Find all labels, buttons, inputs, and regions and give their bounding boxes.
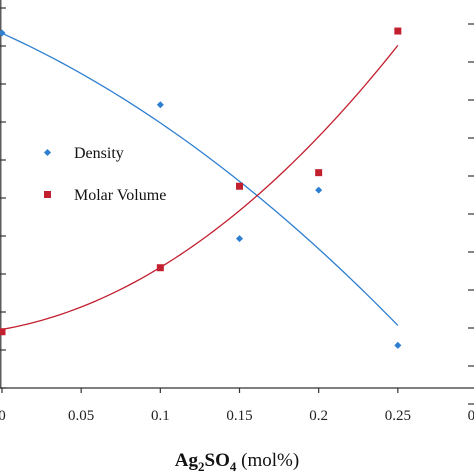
point-molar-volume	[0, 328, 6, 336]
x-tick-label: 0.25	[385, 408, 411, 424]
point-molar-volume	[156, 264, 164, 272]
legend-item-density: Density	[43, 145, 124, 162]
markers	[0, 27, 402, 349]
x-tick-label: 0.2	[309, 408, 328, 424]
x-tick-labels: 0 0.05 0.1 0.15 0.2 0.25 0.3	[0, 388, 474, 424]
point-molar-volume	[236, 182, 243, 190]
point-molar-volume	[394, 27, 402, 35]
x-tick-label: 0	[0, 408, 6, 424]
x-tick-label: 0.3	[468, 408, 474, 424]
x-tick-label: 0.15	[226, 408, 252, 424]
x-tick-label: 0.1	[151, 408, 170, 424]
point-density	[394, 341, 402, 349]
legend: Density Molar Volume	[43, 145, 166, 204]
x-axis-title-mid: SO	[205, 450, 230, 471]
right-ticks	[468, 23, 474, 405]
x-axis-title-unit: (mol%)	[236, 450, 299, 471]
point-density	[315, 186, 323, 194]
point-density	[235, 235, 244, 243]
x-axis-title-sub1: 2	[198, 459, 205, 474]
legend-label-molar-volume: Molar Volume	[74, 187, 166, 204]
x-axis-title-sub2: 4	[230, 459, 237, 474]
left-ticks	[0, 7, 6, 389]
point-molar-volume	[315, 169, 323, 177]
trend-line-density	[1, 32, 399, 326]
axes	[0, 0, 474, 405]
legend-label-density: Density	[74, 145, 124, 162]
x-tick-label: 0.05	[68, 408, 94, 424]
legend-marker-molar-volume	[44, 191, 51, 198]
trend-lines	[1, 32, 399, 331]
x-axis-title: Ag2SO4 (mol%)	[175, 450, 299, 474]
legend-marker-density	[43, 148, 52, 157]
x-axis-title-base: Ag	[175, 450, 199, 471]
point-density	[156, 101, 164, 109]
legend-item-molar-volume: Molar Volume	[44, 187, 166, 204]
trend-line-molar-volume	[1, 44, 399, 331]
